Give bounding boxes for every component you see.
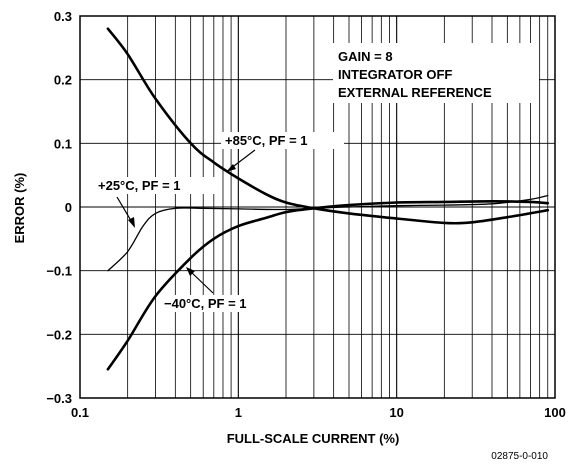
conditions-line: EXTERNAL REFERENCE (338, 85, 492, 100)
y-tick-label: −0.3 (46, 391, 72, 406)
arrowhead-85c (226, 164, 236, 172)
y-axis-label: ERROR (%) (12, 173, 27, 244)
arrow-minus40c (189, 270, 214, 294)
series-lines (106, 27, 550, 371)
plot-frame (79, 15, 556, 399)
series-annotations: +85°C, PF = 1 +25°C, PF = 1 −40°C, PF = … (94, 132, 344, 312)
x-tick-label: 10 (389, 405, 403, 420)
arrowhead-minus40c (186, 267, 195, 276)
y-tick-label: 0.2 (54, 73, 72, 88)
y-tick-label: −0.1 (46, 264, 72, 279)
arrowhead-25c (128, 217, 135, 228)
y-tick-label: 0.3 (54, 9, 72, 24)
tick-labels: 0.1 1 10 100 0.3 0.2 0.1 0 −0.1 −0.2 −0.3 (46, 9, 566, 420)
conditions-line: GAIN = 8 (338, 49, 393, 64)
x-tick-label: 0.1 (71, 405, 89, 420)
arrow-85c (229, 149, 256, 170)
y-tick-label: 0.1 (54, 136, 72, 151)
series-line-minus40c (106, 200, 550, 371)
x-axis-label: FULL-SCALE CURRENT (%) (227, 431, 400, 446)
figure-id: 02875-0-010 (491, 451, 548, 462)
conditions-line: INTEGRATOR OFF (338, 67, 452, 82)
y-tick-label: 0 (65, 200, 72, 215)
y-tick-label: −0.2 (46, 327, 72, 342)
series-label-85c: +85°C, PF = 1 (225, 133, 308, 148)
conditions-box: GAIN = 8 INTEGRATOR OFF EXTERNAL REFEREN… (333, 43, 539, 103)
series-line-25c (107, 194, 549, 272)
x-tick-label: 1 (235, 405, 242, 420)
series-label-25c: +25°C, PF = 1 (98, 178, 181, 193)
series-label-minus40c: −40°C, PF = 1 (164, 296, 247, 311)
series-line-85c (106, 27, 550, 225)
x-tick-label: 100 (544, 405, 566, 420)
